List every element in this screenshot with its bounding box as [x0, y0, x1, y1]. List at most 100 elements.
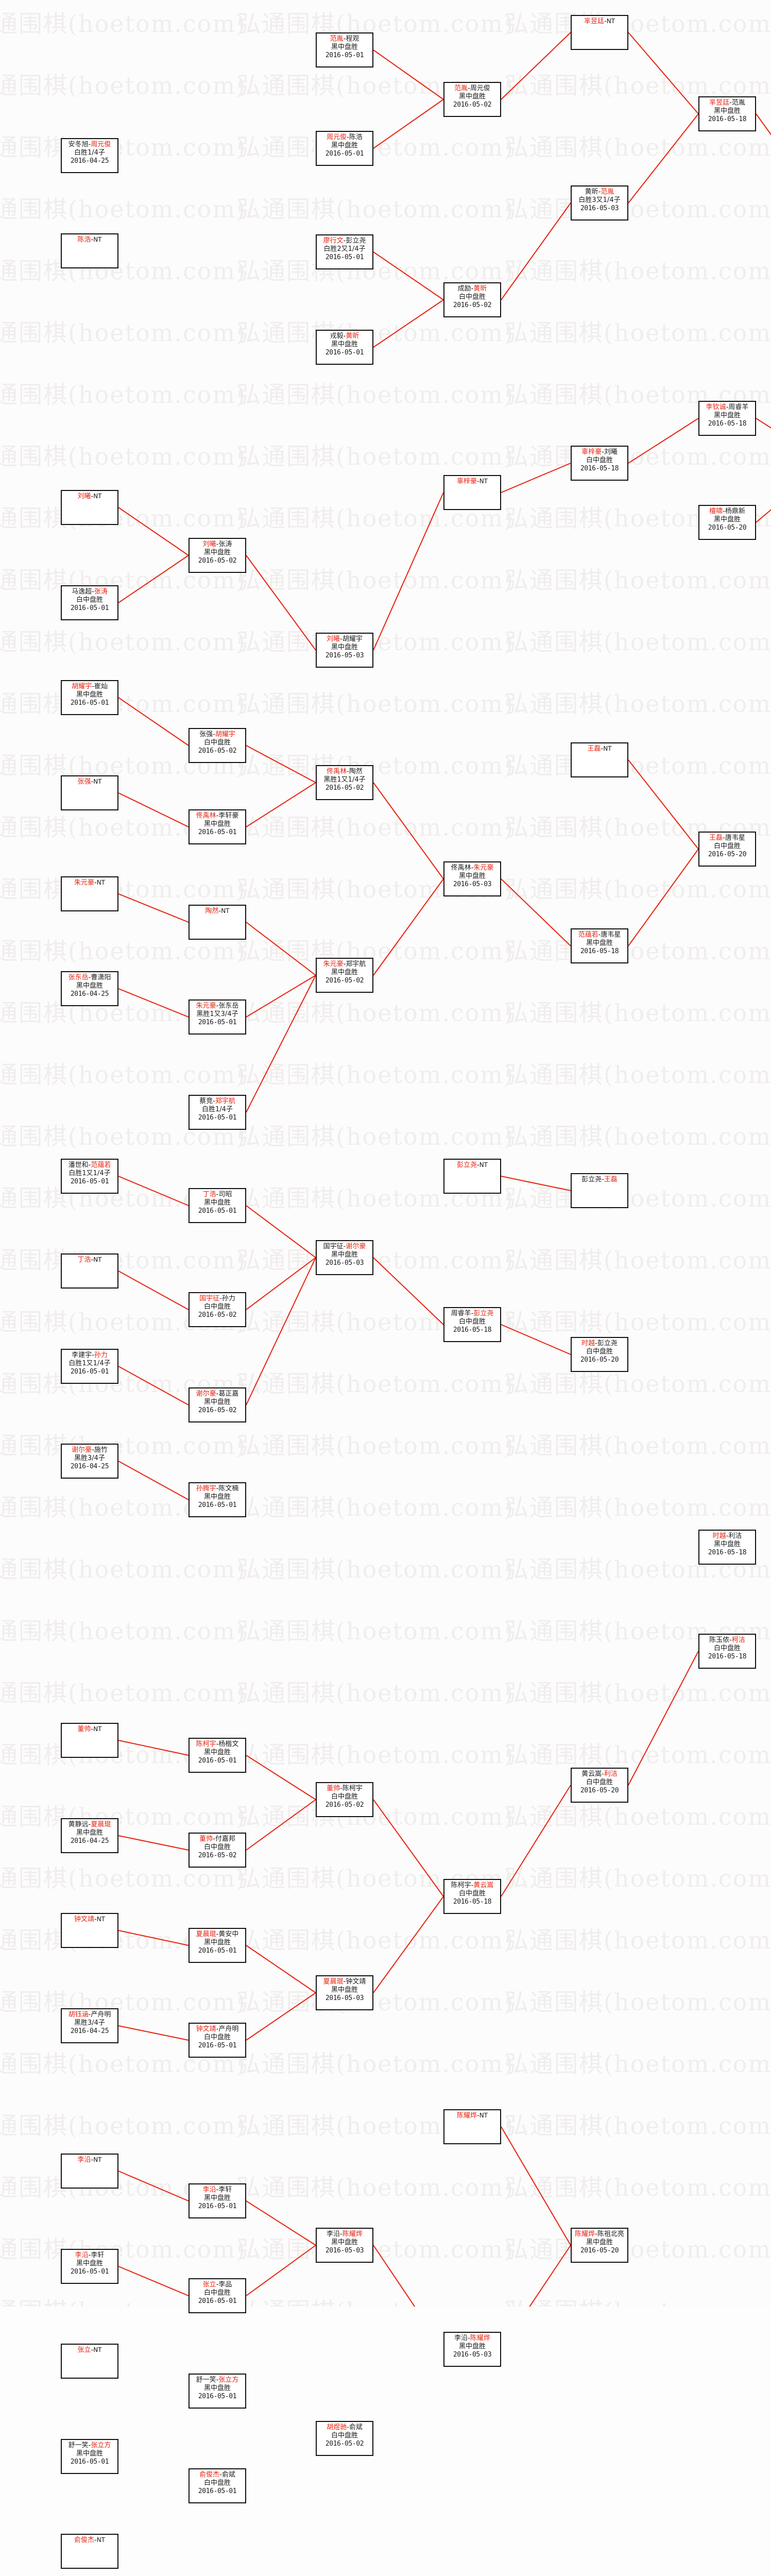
player-separator: -: [477, 2112, 479, 2120]
match-box[interactable]: 陈玉侬-柯洁 白中盘胜 2016-05-18: [698, 1634, 756, 1669]
player-two: NT: [93, 1256, 102, 1263]
match-box[interactable]: 国宇征-谢尔豪 黑中盘胜 2016-05-03: [316, 1240, 373, 1275]
match-box[interactable]: 范胤-程观 黑中盘胜 2016-05-01: [316, 32, 373, 67]
match-box[interactable]: 蔡竞-郑宇航 白胜1/4子 2016-05-01: [189, 1095, 246, 1130]
match-box[interactable]: 廖行文-彭立尧 白胜2又1/4子 2016-05-01: [316, 234, 373, 269]
match-box[interactable]: 黄昕-范胤 白胜3又1/4子 2016-05-03: [571, 185, 628, 221]
match-box[interactable]: 国宇征-孙力 白中盘胜 2016-05-02: [189, 1292, 246, 1327]
match-box[interactable]: 夏晨琨-黄安中 黑中盘胜 2016-05-01: [189, 1928, 246, 1963]
match-box[interactable]: 成励-黄昕 白中盘胜 2016-05-02: [443, 282, 501, 317]
match-box[interactable]: 马逸超-张涛 白中盘胜 2016-05-01: [61, 585, 118, 620]
match-result: 黑中盘胜: [331, 1250, 358, 1259]
match-result: 白中盘胜: [203, 2479, 231, 2487]
match-box[interactable]: 张立-NT: [61, 2344, 118, 2379]
match-box[interactable]: 俞俊杰-NT: [61, 2534, 118, 2569]
player-separator: -: [92, 683, 94, 690]
match-box[interactable]: 辜梓豪-刘曦 白中盘胜 2016-05-18: [571, 446, 628, 481]
match-box[interactable]: 张立-李品 白中盘胜 2016-05-01: [189, 2278, 246, 2313]
match-box[interactable]: 陈浩-NT: [61, 233, 118, 268]
match-box[interactable]: 李建宇-孙力 白胜1又1/4子 2016-05-01: [61, 1349, 118, 1384]
match-box[interactable]: 李沿-陈耀烨 黑中盘胜 2016-05-03: [316, 2228, 373, 2263]
player-separator: -: [218, 907, 221, 915]
match-box[interactable]: 钟文靖-产舟明 白中盘胜 2016-05-01: [189, 2023, 246, 2058]
match-box[interactable]: 李钦诚-周睿羊 黑中盘胜 2016-05-18: [698, 401, 756, 436]
match-box[interactable]: 刘曦-张涛 黑中盘胜 2016-05-02: [189, 538, 246, 573]
player-one: 周睿羊: [451, 1310, 471, 1317]
match-result: 黑中盘胜: [713, 107, 741, 115]
match-box[interactable]: 范胤-周元俊 黑中盘胜 2016-05-02: [443, 82, 501, 117]
player-one: 钟文靖: [196, 2025, 216, 2033]
match-box[interactable]: 范蕴若-唐韦星 黑中盘胜 2016-05-18: [571, 928, 628, 963]
match-box[interactable]: 安冬旭-周元俊 白胜1/4子 2016-04-25: [61, 138, 118, 173]
match-box[interactable]: 檀啸-杨鼎新 黑中盘胜 2016-05-20: [698, 505, 756, 540]
match-box[interactable]: 戎毅-黄昕 黑中盘胜 2016-05-01: [316, 330, 373, 365]
player-one: 张东岳: [68, 974, 89, 981]
match-box[interactable]: 胡钰涵-产舟明 黑胜3/4子 2016-04-25: [61, 2008, 118, 2043]
match-box[interactable]: 胡耀宇-崔灿 黑中盘胜 2016-05-01: [61, 680, 118, 715]
match-players: 佟禹林-李轩豪: [190, 812, 245, 820]
match-box[interactable]: 陈耀烨-陈祖北亮 黑中盘胜 2016-05-20: [571, 2228, 628, 2263]
player-two: 夏晨琨: [91, 1821, 111, 1828]
match-box[interactable]: 董帅-陈柯宇 白中盘胜 2016-05-02: [316, 1782, 373, 1817]
match-box[interactable]: 辜梓豪-NT: [443, 475, 501, 510]
match-box[interactable]: 时越-利洁 黑中盘胜 2016-05-18: [698, 1530, 756, 1565]
match-box[interactable]: 钟文靖-NT: [61, 1913, 118, 1948]
match-box[interactable]: 芈昱廷-范胤 黑中盘胜 2016-05-18: [698, 96, 756, 131]
player-separator: -: [92, 1351, 94, 1359]
match-box[interactable]: 董帅-NT: [61, 1723, 118, 1758]
match-box[interactable]: 陈柯宇-杨楷文 黑中盘胜 2016-05-01: [189, 1738, 246, 1773]
match-box[interactable]: 佟禹林-朱元豪 黑中盘胜 2016-05-03: [443, 861, 501, 896]
match-box[interactable]: 张强-NT: [61, 775, 118, 810]
match-box[interactable]: 王磊-NT: [571, 742, 628, 777]
match-box[interactable]: 周元俊-陈浩 黑中盘胜 2016-05-01: [316, 131, 373, 166]
player-two: 黄昕: [346, 332, 359, 340]
match-box[interactable]: 朱元豪-郑宇航 黑中盘胜 2016-05-02: [316, 958, 373, 993]
match-box[interactable]: 朱元豪-NT: [61, 876, 118, 911]
match-box[interactable]: 夏晨琨-钟文靖 黑中盘胜 2016-05-03: [316, 1975, 373, 2010]
match-box[interactable]: 李沿-李轩 黑中盘胜 2016-05-01: [61, 2249, 118, 2284]
match-box[interactable]: 谢尔豪-施竹 黑胜3/4子 2016-04-25: [61, 1444, 118, 1479]
match-box[interactable]: 时越-彭立尧 白中盘胜 2016-05-20: [571, 1337, 628, 1372]
match-result: 黑中盘胜: [203, 1398, 231, 1406]
match-box[interactable]: 陈耀烨-NT: [443, 2109, 501, 2144]
match-box[interactable]: 张东岳-曹潇阳 黑中盘胜 2016-04-25: [61, 971, 118, 1006]
match-box[interactable]: 彭立尧-王磊: [571, 1173, 628, 1208]
match-date: 2016-05-18: [708, 1548, 747, 1556]
match-players: 陈玉侬-柯洁: [699, 1636, 755, 1645]
match-box[interactable]: 董帅-付嘉邦 白中盘胜 2016-05-02: [189, 1833, 246, 1868]
match-box[interactable]: 黄静远-夏晨琨 黑中盘胜 2016-04-25: [61, 1818, 118, 1853]
match-box[interactable]: 舒一笑-张立方 黑中盘胜 2016-05-01: [189, 2374, 246, 2409]
match-box[interactable]: 潘世和-范蕴若 白胜1又1/4子 2016-05-01: [61, 1159, 118, 1194]
match-box[interactable]: 李沿-NT: [61, 2154, 118, 2189]
match-box[interactable]: 芈昱廷-NT: [571, 15, 628, 50]
match-result: 白中盘胜: [713, 842, 741, 850]
match-box[interactable]: 李沿-李轩 黑中盘胜 2016-05-01: [189, 2183, 246, 2218]
match-box[interactable]: 谢尔豪-葛正嘉 黑中盘胜 2016-05-02: [189, 1387, 246, 1422]
match-box[interactable]: 胡煜驰-俞斌 白中盘胜 2016-05-02: [316, 2421, 373, 2456]
match-box[interactable]: 张强-胡耀宇 白中盘胜 2016-05-02: [189, 728, 246, 763]
match-box[interactable]: 孙腾宇-陈文楠 黑中盘胜 2016-05-01: [189, 1482, 246, 1517]
match-box[interactable]: 黄云嵩-利洁 白中盘胜 2016-05-20: [571, 1768, 628, 1803]
match-box[interactable]: 李沿-陈耀烨 黑中盘胜 2016-05-03: [443, 2332, 501, 2367]
match-players: 谢尔豪-施竹: [62, 1446, 117, 1454]
match-box[interactable]: 佟禹林-陶然 黑胜1又1/4子 2016-05-02: [316, 765, 373, 800]
player-separator: -: [343, 332, 346, 340]
match-box[interactable]: 俞俊杰-俞斌 白中盘胜 2016-05-01: [189, 2468, 246, 2503]
match-box[interactable]: 丁浩-NT: [61, 1253, 118, 1289]
match-players: 成励-黄昕: [444, 285, 500, 293]
match-box[interactable]: 陈柯宇-黄云嵩 白中盘胜 2016-05-18: [443, 1879, 501, 1914]
match-box[interactable]: 刘曦-NT: [61, 490, 118, 525]
player-two: 唐韦星: [725, 834, 745, 842]
match-box[interactable]: 彭立尧-NT: [443, 1159, 501, 1194]
player-separator: -: [213, 731, 215, 738]
match-box[interactable]: 刘曦-胡耀宇 黑中盘胜 2016-05-03: [316, 633, 373, 668]
match-box[interactable]: 陶然-NT: [189, 905, 246, 940]
match-players: 张立-NT: [62, 2346, 117, 2354]
match-box[interactable]: 丁浩-司昭 黑中盘胜 2016-05-01: [189, 1188, 246, 1223]
match-box[interactable]: 周睿羊-彭立尧 白中盘胜 2016-05-18: [443, 1307, 501, 1342]
match-box[interactable]: 王磊-唐韦星 白中盘胜 2016-05-20: [698, 832, 756, 867]
match-players: 范胤-程观: [317, 35, 372, 43]
match-box[interactable]: 朱元豪-张东岳 黑胜1又3/4子 2016-05-01: [189, 999, 246, 1035]
match-box[interactable]: 舒一笑-张立方 黑中盘胜 2016-05-01: [61, 2439, 118, 2474]
match-box[interactable]: 佟禹林-李轩豪 黑中盘胜 2016-05-01: [189, 809, 246, 844]
